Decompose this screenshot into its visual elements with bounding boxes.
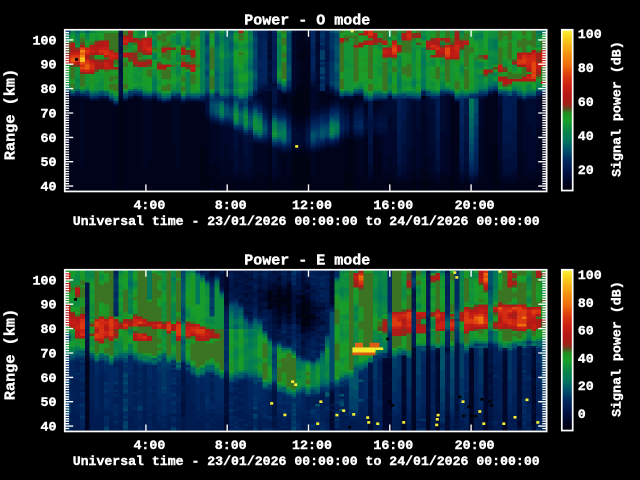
- svg-text:16:00: 16:00: [373, 198, 413, 213]
- svg-text:50: 50: [41, 155, 57, 170]
- svg-text:20: 20: [578, 379, 594, 394]
- svg-text:80: 80: [41, 82, 57, 97]
- svg-text:4:00: 4:00: [133, 438, 165, 453]
- svg-text:Universal time - 23/01/2026 00: Universal time - 23/01/2026 00:00:00 to …: [73, 214, 540, 229]
- svg-text:40: 40: [578, 351, 594, 366]
- svg-text:20:00: 20:00: [455, 438, 495, 453]
- svg-text:100: 100: [578, 27, 602, 42]
- svg-text:80: 80: [578, 61, 594, 76]
- svg-text:100: 100: [578, 268, 602, 283]
- svg-text:16:00: 16:00: [373, 438, 413, 453]
- svg-text:Range (km): Range (km): [2, 309, 20, 400]
- svg-text:8:00: 8:00: [215, 438, 247, 453]
- svg-text:80: 80: [578, 296, 594, 311]
- svg-text:0: 0: [578, 407, 586, 422]
- svg-text:50: 50: [41, 395, 57, 410]
- svg-text:Power - O mode: Power - O mode: [244, 13, 370, 30]
- svg-text:Signal power (dB): Signal power (dB): [610, 281, 625, 417]
- svg-text:80: 80: [41, 322, 57, 337]
- svg-text:70: 70: [41, 346, 57, 361]
- svg-text:90: 90: [41, 58, 57, 73]
- svg-text:60: 60: [578, 95, 594, 110]
- svg-text:70: 70: [41, 106, 57, 121]
- svg-text:Universal time - 23/01/2026 00: Universal time - 23/01/2026 00:00:00 to …: [73, 454, 540, 469]
- svg-text:40: 40: [41, 420, 57, 435]
- svg-text:20: 20: [578, 163, 594, 178]
- svg-text:12:00: 12:00: [292, 438, 332, 453]
- svg-text:90: 90: [41, 298, 57, 313]
- svg-text:40: 40: [41, 180, 57, 195]
- svg-text:4:00: 4:00: [133, 198, 165, 213]
- svg-text:Signal power (dB): Signal power (dB): [610, 41, 625, 177]
- svg-text:Range (km): Range (km): [2, 69, 20, 160]
- svg-text:60: 60: [41, 131, 57, 146]
- svg-text:20:00: 20:00: [455, 198, 495, 213]
- svg-text:40: 40: [578, 129, 594, 144]
- svg-text:Power - E mode: Power - E mode: [244, 253, 370, 270]
- svg-text:60: 60: [578, 324, 594, 339]
- svg-text:100: 100: [33, 33, 57, 48]
- svg-text:8:00: 8:00: [215, 198, 247, 213]
- svg-text:60: 60: [41, 371, 57, 386]
- svg-text:100: 100: [33, 273, 57, 288]
- svg-text:12:00: 12:00: [292, 198, 332, 213]
